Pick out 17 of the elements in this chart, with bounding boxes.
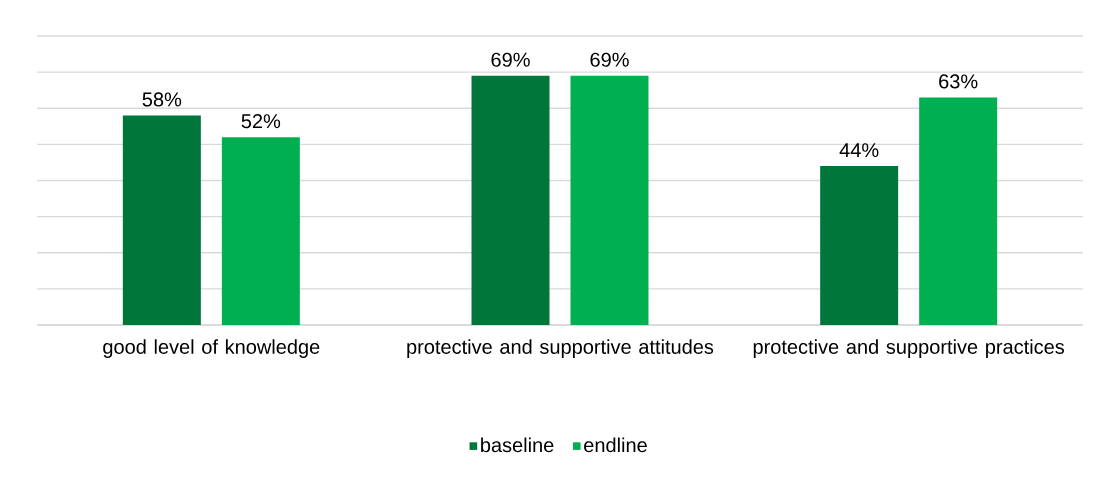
bar [471,75,550,325]
bar [570,75,649,325]
data-label: 69% [590,52,629,67]
data-label: 63% [939,74,978,89]
bar [919,97,998,325]
x-tick-label: protective and supportive practices [753,339,1065,358]
data-label: 69% [491,52,530,67]
data-label: 44% [839,143,879,158]
x-tick-label: protective and supportive attitudes [407,339,714,358]
bar [820,166,899,325]
bar [221,137,300,325]
x-tick-label: good level of knowledge [103,339,320,358]
data-label: 52% [241,114,281,129]
legend-label: baseline [481,437,554,453]
data-label: 58% [142,92,182,107]
bar [122,115,201,325]
legend-label: endline [584,437,647,453]
